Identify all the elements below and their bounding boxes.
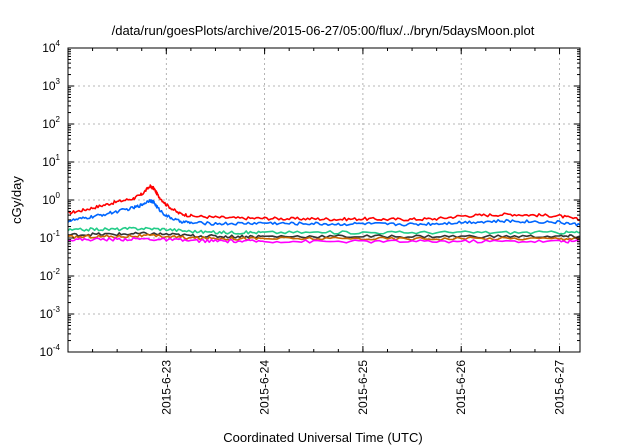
chart-title: /data/run/goesPlots/archive/2015-06-27/0… — [112, 23, 535, 38]
series-line-3 — [67, 226, 581, 235]
y-tick-base: 10 — [40, 345, 54, 359]
series-line-1 — [67, 184, 581, 222]
y-tick-exponent: -4 — [53, 343, 61, 352]
y-tick-exponent: -1 — [53, 229, 61, 238]
series-layer — [67, 184, 581, 244]
y-tick-label: 101 — [42, 153, 60, 169]
x-tick-label: 2015-6-27 — [553, 360, 567, 415]
y-tick-label: 102 — [42, 115, 60, 131]
y-tick-base: 10 — [42, 117, 56, 131]
x-tick-label: 2015-6-23 — [159, 360, 173, 415]
y-tick-label: 103 — [42, 77, 60, 93]
y-tick-base: 10 — [42, 155, 56, 169]
y-tick-base: 10 — [42, 79, 56, 93]
x-tick-label: 2015-6-26 — [454, 360, 468, 415]
y-tick-base: 10 — [40, 307, 54, 321]
x-tick-label: 2015-6-25 — [356, 360, 370, 415]
y-tick-label: 10-2 — [40, 267, 61, 283]
y-tick-exponent: 4 — [56, 39, 61, 48]
y-tick-base: 10 — [42, 193, 56, 207]
y-tick-exponent: 2 — [56, 115, 61, 124]
x-tick-label: 2015-6-24 — [258, 360, 272, 415]
y-tick-label: 10-4 — [40, 343, 61, 359]
grid — [68, 47, 580, 353]
y-tick-exponent: 1 — [56, 153, 61, 162]
y-tick-base: 10 — [40, 269, 54, 283]
y-tick-base: 10 — [42, 41, 56, 55]
y-tick-exponent: -2 — [53, 267, 61, 276]
y-tick-exponent: 3 — [56, 77, 61, 86]
x-axis: 2015-6-23 2015-6-24 2015-6-25 2015-6-26 2015… — [67, 48, 567, 415]
y-tick-label: 104 — [42, 39, 60, 55]
series-line-6 — [67, 236, 581, 244]
y-axis-label: cGy/day — [9, 176, 24, 224]
y-tick-label: 10-3 — [40, 305, 61, 321]
y-tick-exponent: -3 — [53, 305, 61, 314]
series-line-2 — [67, 198, 581, 227]
y-tick-base: 10 — [40, 231, 54, 245]
y-tick-label: 100 — [42, 191, 60, 207]
y-tick-exponent: 0 — [56, 191, 61, 200]
y-tick-label: 10-1 — [40, 229, 61, 245]
x-axis-label: Coordinated Universal Time (UTC) — [223, 430, 422, 445]
